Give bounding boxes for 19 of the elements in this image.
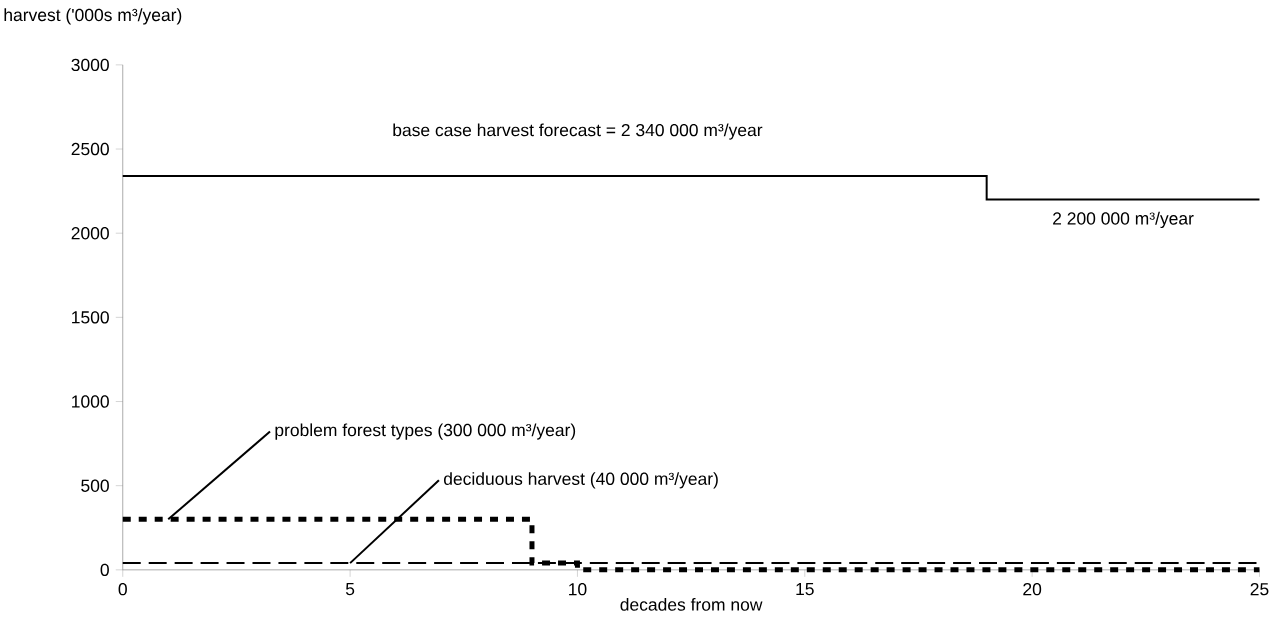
y-tick-label: 1000 — [72, 395, 109, 408]
annotation: 2 200 000 m³/year — [1053, 211, 1194, 229]
y-tick-label: 500 — [81, 479, 109, 492]
y-tick-label: 2000 — [71, 227, 109, 240]
x-tick-label: 5 — [345, 583, 355, 596]
annotation: base case harvest forecast = 2 340 000 m³/year — [393, 123, 763, 140]
y-tick-label: 2500 — [71, 142, 109, 156]
x-tick-label: 20 — [1023, 583, 1042, 596]
x-tick-label: 10 — [569, 583, 587, 596]
annotation: deciduous harvest (40 000 m³/year) — [443, 472, 718, 489]
annotation: problem forest types (300 000 m³/year) — [275, 423, 576, 440]
x-tick-label: 0 — [118, 583, 127, 596]
x-axis-title: decades from now — [620, 598, 763, 611]
x-tick-label: 25 — [1250, 583, 1269, 596]
y-tick-label: 1500 — [72, 311, 109, 324]
y-tick-label: 0 — [100, 563, 109, 577]
y-axis-title: harvest ('000s m³/year) — [4, 8, 182, 25]
y-tick-label: 3000 — [71, 58, 109, 72]
x-tick-label: 15 — [796, 583, 814, 596]
